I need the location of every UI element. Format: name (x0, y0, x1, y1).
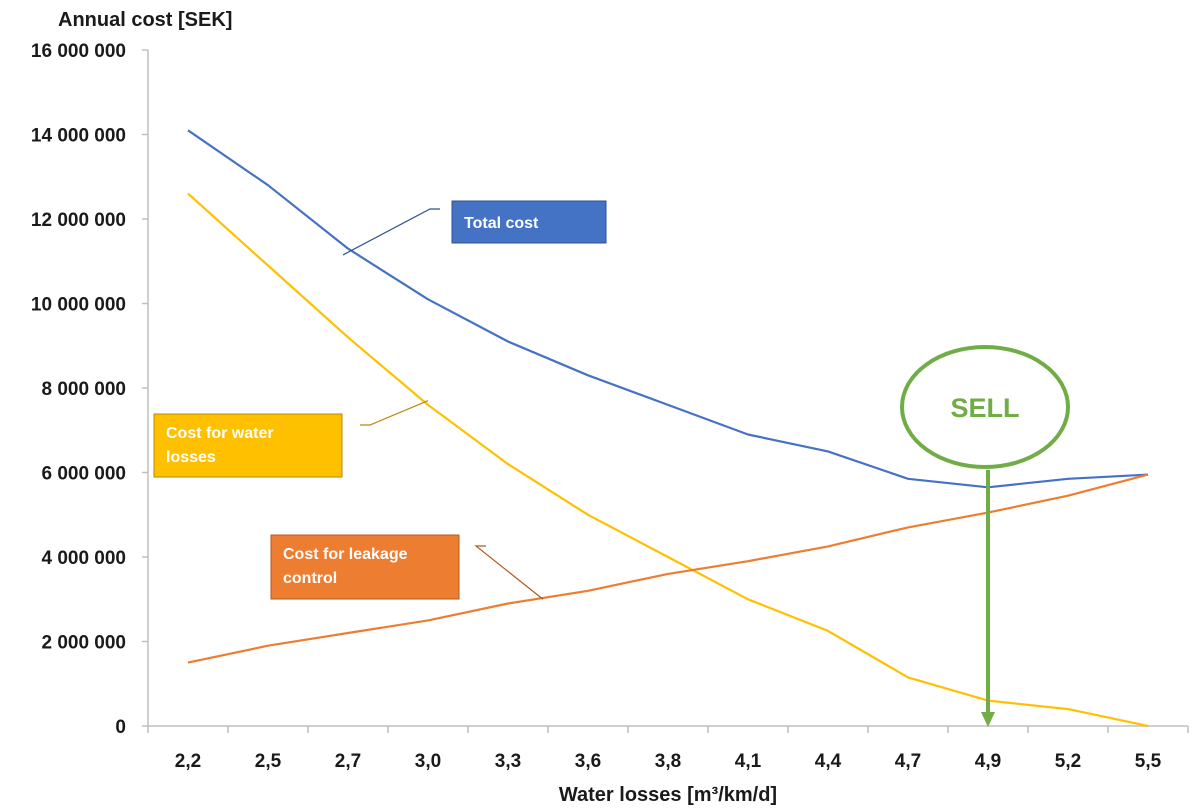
sell-label: SELL (950, 393, 1019, 423)
callout-box (153, 413, 343, 478)
y-tick-label: 16 000 000 (31, 41, 126, 62)
sell-ellipse (900, 345, 1070, 469)
y-tick-label: 4 000 000 (41, 548, 126, 569)
x-tick-label: 2,5 (255, 751, 282, 772)
x-tick-label: 4,4 (815, 751, 842, 772)
callout-1: Cost for water losses (153, 400, 429, 478)
x-tick-label: 4,1 (735, 751, 762, 772)
callout-leader (360, 400, 429, 426)
y-tick-label: 6 000 000 (41, 464, 126, 485)
callout-label: Cost for water (166, 425, 274, 442)
callout-box (451, 200, 607, 244)
x-tick-label: 3,8 (655, 751, 681, 772)
sell-annotation: SELL (900, 345, 1070, 727)
y-tick-label: 10 000 000 (31, 295, 126, 316)
y-axis-title: Annual cost [SEK] (58, 9, 232, 31)
callout-box (270, 534, 460, 600)
x-axis-ticks: 2,2 2,5 2,7 3,0 3,3 3,6 3,8 4,1 4,4 4,7 4,9 5,2 5,5 (147, 726, 1189, 772)
callout-leader (342, 208, 440, 256)
y-tick-label: 8 000 000 (41, 379, 126, 400)
x-tick-label: 2,7 (335, 751, 361, 772)
axes (147, 50, 1188, 727)
x-tick-label: 4,9 (975, 751, 1001, 772)
callout-label: Cost for leakage (283, 546, 408, 563)
y-tick-label: 2 000 000 (41, 633, 126, 654)
x-tick-label: 4,7 (895, 751, 921, 772)
x-tick-label: 5,2 (1055, 751, 1081, 772)
x-tick-label: 3,0 (415, 751, 441, 772)
callout-label: Total cost (464, 215, 539, 232)
callout-0: Total cost (342, 200, 607, 256)
y-axis-ticks: 0 2 000 000 4 000 000 6 000 000 8 000 000 10 … (31, 41, 148, 738)
sell-arrow-head (981, 712, 995, 727)
y-tick-label: 12 000 000 (31, 210, 126, 231)
callout-label: control (283, 570, 337, 587)
y-tick-label: 14 000 000 (31, 126, 126, 147)
x-tick-label: 3,3 (495, 751, 521, 772)
callout-label: losses (166, 449, 216, 466)
y-tick-label: 0 (115, 717, 126, 738)
callout-leader (474, 545, 544, 600)
x-tick-label: 3,6 (575, 751, 601, 772)
callout-2: Cost for leakage control (270, 534, 544, 600)
x-axis-title: Water losses [m³/km/d] (559, 784, 777, 806)
x-tick-label: 2,2 (175, 751, 201, 772)
series-callouts: Total cost Cost for water losses Cost for l… (153, 200, 607, 600)
x-tick-label: 5,5 (1135, 751, 1162, 772)
